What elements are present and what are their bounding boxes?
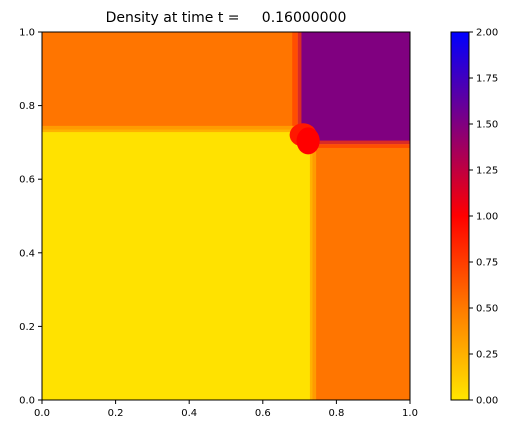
x-tick-label: 0.6	[255, 408, 271, 419]
colorbar-tick-label: 0.25	[476, 350, 498, 361]
x-tick-label: 0.4	[181, 408, 197, 419]
plot-frame	[41, 31, 411, 401]
y-tick-label: 0.0	[19, 396, 35, 407]
colorbar-tick-label: 0.00	[476, 396, 498, 407]
colorbar-tick-label: 0.75	[476, 258, 498, 269]
x-axis: 0.0 0.2 0.4 0.6 0.8 1.0	[34, 400, 418, 419]
colorbar-gradient	[450, 31, 470, 401]
transition-band-left	[42, 125, 298, 133]
region-upper-left	[42, 32, 298, 130]
colorbar-tick-label: 0.50	[476, 304, 498, 315]
region-upper-right	[297, 32, 410, 145]
y-tick-label: 0.6	[19, 175, 35, 186]
chart-title: Density at time t = 0.16000000	[106, 10, 347, 26]
heatmap-plot-area	[41, 31, 411, 401]
region-lower-left	[42, 129, 313, 400]
colorbar-tick-label: 1.25	[476, 166, 498, 177]
colorbar-tick-label: 1.50	[476, 120, 498, 131]
x-tick-label: 0.0	[34, 408, 50, 419]
x-tick-label: 1.0	[402, 408, 418, 419]
transition-band-horizontal	[312, 140, 410, 148]
colorbar: 0.00 0.25 0.50 0.75 1.00 1.25 1.50 1.75 2.00	[450, 28, 498, 407]
y-tick-label: 0.8	[19, 101, 35, 112]
transition-band-bottom	[309, 144, 317, 400]
colorbar-tick-label: 1.75	[476, 74, 498, 85]
region-lower-right	[312, 144, 410, 400]
colorbar-tick-label: 2.00	[476, 28, 498, 39]
y-tick-label: 0.2	[19, 322, 35, 333]
y-axis: 0.0 0.2 0.4 0.6 0.8 1.0	[19, 28, 42, 407]
x-tick-label: 0.8	[328, 408, 344, 419]
x-tick-label: 0.2	[108, 408, 124, 419]
colorbar-tick-label: 1.00	[476, 212, 498, 223]
transition-band-vertical	[292, 32, 302, 130]
y-tick-label: 1.0	[19, 28, 35, 39]
shock-blob-core	[296, 127, 320, 155]
y-tick-label: 0.4	[19, 248, 35, 259]
